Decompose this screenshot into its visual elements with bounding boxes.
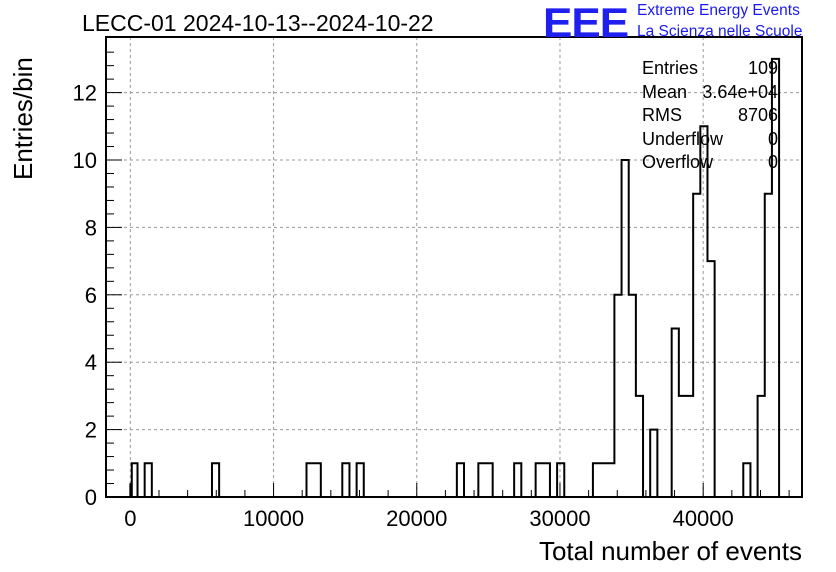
stat-entries-label: Entries bbox=[642, 58, 699, 78]
y-tick-label: 2 bbox=[85, 418, 97, 443]
histogram-bin bbox=[478, 463, 492, 497]
histogram-bin bbox=[765, 194, 772, 497]
histogram-bin bbox=[743, 463, 750, 497]
y-axis-label: Entries/bin bbox=[8, 57, 38, 180]
histogram-bin bbox=[593, 463, 614, 497]
y-tick-label: 10 bbox=[73, 148, 97, 173]
histogram-bin bbox=[145, 463, 152, 497]
x-tick-labels: 0 10000 20000 30000 40000 bbox=[124, 506, 734, 531]
logo-line-1: Extreme Energy Events bbox=[637, 2, 800, 19]
x-axis-label: Total number of events bbox=[538, 536, 802, 566]
stat-overflow: Overflow 0 bbox=[642, 152, 778, 176]
x-tick-label: 30000 bbox=[529, 506, 590, 531]
stats-box: Entries 109 Mean 3.64e+04 RMS 8706 Under… bbox=[642, 58, 778, 176]
axis-ticks bbox=[106, 51, 790, 498]
histogram-bin bbox=[357, 463, 364, 497]
x-tick-label: 10000 bbox=[243, 506, 304, 531]
chart-title: LECC-01 2024-10-13--2024-10-22 bbox=[82, 10, 434, 36]
stat-underflow-value: 0 bbox=[767, 128, 778, 149]
histogram-bin bbox=[457, 463, 464, 497]
histogram-bin bbox=[614, 295, 621, 497]
histogram-bin bbox=[342, 463, 349, 497]
histogram-bin bbox=[622, 160, 629, 497]
y-tick-labels: 0 2 4 6 8 10 12 bbox=[73, 81, 97, 510]
y-tick-label: 4 bbox=[85, 350, 97, 375]
histogram-outline bbox=[130, 57, 781, 498]
x-tick-label: 40000 bbox=[673, 506, 734, 531]
logo-line-2: La Scienza nelle Scuole bbox=[637, 23, 803, 40]
histogram-bin bbox=[536, 463, 550, 497]
y-tick-label: 0 bbox=[85, 485, 97, 510]
histogram-bin bbox=[679, 396, 693, 497]
histogram-bin bbox=[636, 396, 643, 497]
y-tick-label: 6 bbox=[85, 283, 97, 308]
stat-rms-value: 8706 bbox=[737, 105, 778, 125]
histogram-bin bbox=[672, 329, 679, 497]
histogram-bin bbox=[700, 126, 707, 497]
histogram-bin bbox=[758, 396, 765, 497]
y-tick-label: 12 bbox=[73, 81, 97, 106]
stat-underflow-label: Underflow bbox=[642, 128, 724, 149]
stat-mean-label: Mean bbox=[642, 81, 688, 102]
histogram-bin bbox=[707, 261, 714, 497]
histogram-bin bbox=[212, 463, 219, 497]
histogram-bin bbox=[650, 430, 657, 497]
histogram-bin bbox=[306, 463, 320, 497]
stat-rms: RMS 8706 bbox=[642, 105, 778, 129]
eee-logo: EEE bbox=[543, 0, 629, 47]
stat-rms-label: RMS bbox=[642, 105, 682, 125]
stat-mean-value: 3.64e+04 bbox=[702, 81, 778, 102]
histogram-bin bbox=[693, 194, 700, 497]
histogram-bin bbox=[629, 295, 636, 497]
x-tick-label: 0 bbox=[124, 506, 136, 531]
y-tick-label: 8 bbox=[85, 215, 97, 240]
stat-overflow-label: Overflow bbox=[642, 152, 714, 172]
plot-frame bbox=[105, 36, 803, 498]
stat-mean: Mean 3.64e+04 bbox=[642, 82, 778, 106]
histogram-bin bbox=[514, 463, 521, 497]
stat-entries: Entries 109 bbox=[642, 58, 778, 82]
stat-entries-value: 109 bbox=[747, 58, 778, 78]
stat-overflow-value: 0 bbox=[767, 152, 778, 172]
x-tick-label: 20000 bbox=[386, 506, 447, 531]
stat-underflow: Underflow 0 bbox=[642, 129, 778, 153]
histogram-bin bbox=[557, 463, 564, 497]
